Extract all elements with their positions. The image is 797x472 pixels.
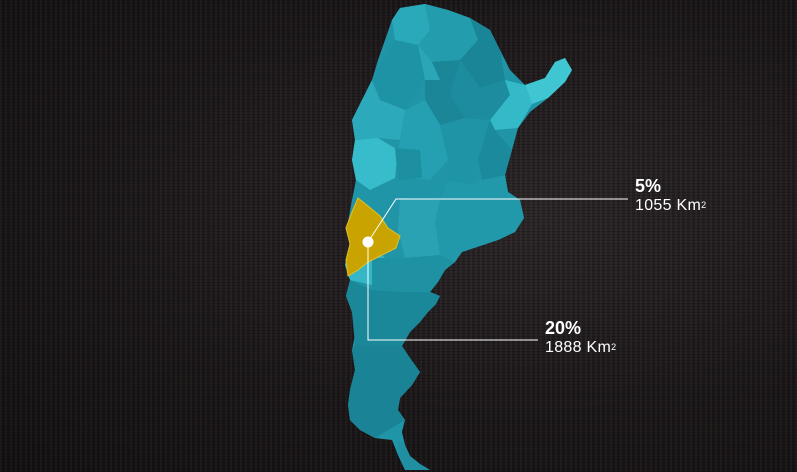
province-jujuy [392, 4, 430, 45]
province-santa-cruz [348, 345, 420, 438]
percent-label: 20% [545, 318, 582, 338]
leader-line-south [367, 242, 538, 341]
callout-north: 5% 1055 Km2 [635, 176, 706, 216]
province-san-juan [352, 138, 398, 190]
province-tucuman [418, 45, 440, 80]
province-la-rioja [352, 80, 405, 140]
leader-line-north [367, 198, 628, 243]
area-label: 1055 Km2 [635, 196, 706, 216]
area-unit-superscript: 2 [701, 200, 707, 210]
province-misiones [525, 58, 572, 104]
province-salta [418, 4, 478, 62]
province-chubut [346, 280, 440, 346]
province-santiago [425, 60, 465, 125]
province-tierra-del-fuego [398, 440, 430, 470]
area-label: 1888 Km2 [545, 338, 616, 358]
province-formosa [460, 18, 505, 88]
area-value: 1888 Km [545, 339, 612, 356]
location-marker [362, 236, 374, 248]
area-value: 1055 Km [635, 197, 702, 214]
province-la-pampa [398, 198, 440, 258]
province-san-luis [395, 148, 422, 180]
province-buenos-aires [435, 175, 524, 262]
province-chaco [450, 60, 510, 120]
province-santa-fe [440, 118, 490, 185]
province-rio-negro [372, 255, 455, 292]
percent-label: 5% [635, 176, 662, 196]
province-catamarca [372, 40, 425, 110]
callout-south: 20% 1888 Km2 [545, 318, 616, 358]
province-corrientes [490, 80, 532, 130]
area-unit-superscript: 2 [611, 342, 617, 352]
province-entre-rios [478, 120, 512, 180]
